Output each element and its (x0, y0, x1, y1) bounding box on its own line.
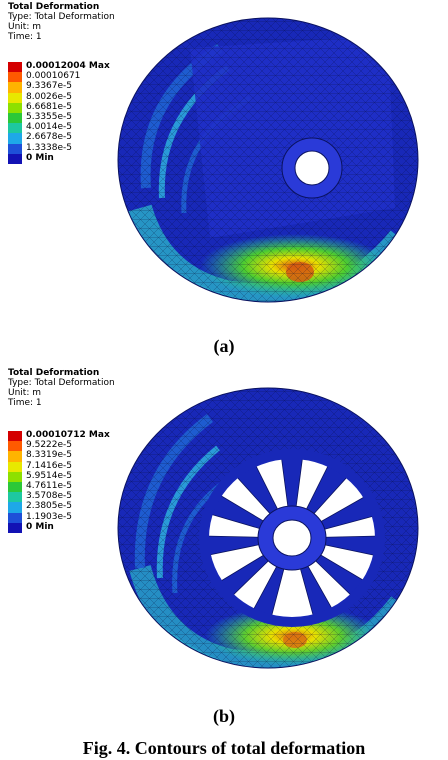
legend-swatch (8, 502, 22, 513)
legend-swatch (8, 451, 22, 462)
legend-swatch (8, 153, 22, 164)
header-title-b: Total Deformation (8, 368, 100, 378)
legend-label: 3.5708e-5 (26, 491, 73, 502)
legend-swatch (8, 92, 22, 103)
legend-label: 2.3805e-5 (26, 501, 73, 512)
legend-label: 8.3319e-5 (26, 450, 73, 461)
subfigure-label-a: (a) (213, 336, 235, 356)
legend-label: 2.6678e-5 (26, 132, 73, 143)
legend-label: 5.9514e-5 (26, 470, 73, 481)
legend-swatch (8, 481, 22, 493)
legend-swatch (8, 82, 22, 93)
legend-swatch (8, 441, 22, 452)
header-a: Total Deformation Type: Total Deformatio… (8, 2, 115, 42)
legend-swatch (8, 123, 22, 134)
legend-swatch (8, 461, 22, 472)
subfigure-label-b: (b) (213, 706, 235, 726)
legend-swatch (8, 492, 22, 503)
header-type-b: Type: Total Deformation (8, 378, 115, 388)
header-title-a: Total Deformation (8, 2, 100, 12)
legend-label: 0.00010712 Max (26, 430, 110, 440)
legend-label: 8.0026e-5 (26, 91, 73, 102)
legend-swatch (8, 512, 22, 523)
legend-label: 9.5222e-5 (26, 440, 73, 451)
legend-label: 0 Min (26, 152, 54, 163)
legend-swatch (8, 522, 22, 533)
legend-label: 5.3355e-5 (26, 111, 73, 122)
legend-swatch (8, 72, 22, 83)
legend-swatch (8, 431, 22, 442)
header-unit-b: Unit: m (8, 388, 41, 398)
legend-label: 1.1903e-5 (26, 511, 73, 522)
header-unit-a: Unit: m (8, 22, 41, 32)
figure-caption: Fig. 4. Contours of total deformation (82, 738, 366, 758)
legend-swatch (8, 102, 22, 113)
header-time-a: Time: 1 (8, 32, 42, 42)
legend-label: 6.6681e-5 (26, 101, 73, 112)
legend-label: 0.00010671 (26, 71, 81, 82)
legend-swatch (8, 112, 22, 124)
legend-label: 0.00012004 Max (26, 61, 110, 71)
legend-label: 0 Min (26, 521, 54, 532)
legend-label: 9.3367e-5 (26, 81, 73, 92)
fea-model-a (117, 17, 419, 303)
legend-label: 7.1416e-5 (26, 460, 73, 471)
header-time-b: Time: 1 (8, 398, 42, 408)
legend-swatch (8, 471, 22, 482)
legend-swatch (8, 133, 22, 144)
legend-swatch (8, 62, 22, 73)
legend-label: 4.7611e-5 (26, 480, 73, 491)
header-b: Total Deformation Type: Total Deformatio… (8, 368, 115, 408)
legend-swatch (8, 143, 22, 154)
legend-label: 1.3338e-5 (26, 142, 73, 153)
header-type-a: Type: Total Deformation (8, 12, 115, 22)
legend-label: 4.0014e-5 (26, 122, 73, 133)
fea-model-b (117, 387, 419, 669)
